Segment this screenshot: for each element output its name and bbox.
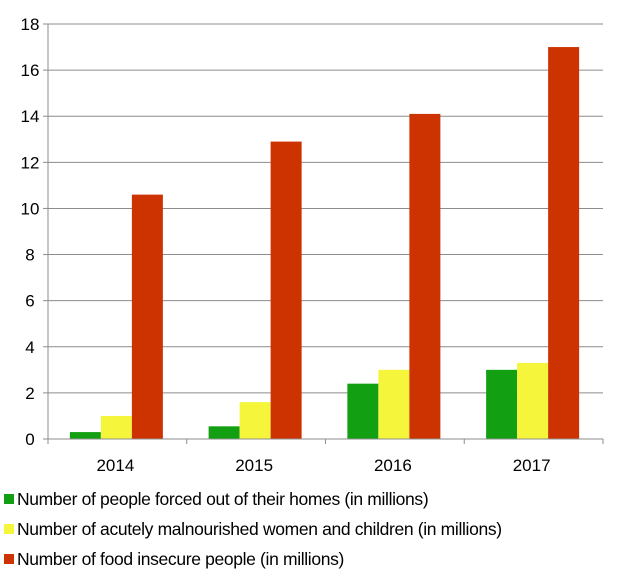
legend-swatch-food-insecure bbox=[4, 554, 14, 564]
y-tick-label: 2 bbox=[25, 384, 34, 403]
legend-label-displaced: Number of people forced out of their hom… bbox=[17, 489, 428, 510]
y-tick-label: 12 bbox=[21, 153, 40, 172]
legend: Number of people forced out of their hom… bbox=[4, 484, 630, 574]
bar bbox=[486, 370, 517, 439]
legend-item-malnourished: Number of acutely malnourished women and… bbox=[4, 514, 630, 544]
bar bbox=[378, 370, 409, 439]
legend-swatch-malnourished bbox=[4, 524, 14, 534]
x-tick-label: 2017 bbox=[513, 456, 551, 475]
bar bbox=[101, 416, 132, 439]
bar bbox=[409, 114, 440, 439]
y-tick-label: 4 bbox=[25, 338, 34, 357]
bar bbox=[548, 47, 579, 439]
bar bbox=[209, 426, 240, 439]
gridlines bbox=[48, 24, 603, 393]
x-tick-label: 2015 bbox=[235, 456, 273, 475]
y-tick-label: 0 bbox=[25, 430, 34, 449]
y-tick-label: 14 bbox=[21, 107, 40, 126]
bar-chart: 0 2 4 6 8 10 12 14 16 18 2014 2015 2016 2017 bbox=[0, 0, 630, 480]
bar bbox=[132, 195, 163, 439]
bar bbox=[240, 402, 271, 439]
y-tick-label: 8 bbox=[25, 246, 34, 265]
bar bbox=[517, 363, 548, 439]
y-tick-label: 18 bbox=[21, 15, 40, 34]
legend-item-displaced: Number of people forced out of their hom… bbox=[4, 484, 630, 514]
x-tick-label: 2014 bbox=[96, 456, 134, 475]
bar bbox=[70, 432, 101, 439]
bar bbox=[347, 384, 378, 439]
legend-swatch-displaced bbox=[4, 494, 14, 504]
y-tick-label: 10 bbox=[21, 199, 40, 218]
y-tick-label: 6 bbox=[25, 292, 34, 311]
legend-item-food-insecure: Number of food insecure people (in milli… bbox=[4, 544, 630, 574]
legend-label-food-insecure: Number of food insecure people (in milli… bbox=[17, 549, 344, 570]
x-tick-label: 2016 bbox=[374, 456, 412, 475]
bars bbox=[70, 47, 579, 439]
legend-label-malnourished: Number of acutely malnourished women and… bbox=[17, 519, 502, 540]
bar bbox=[271, 142, 302, 439]
y-tick-label: 16 bbox=[21, 61, 40, 80]
